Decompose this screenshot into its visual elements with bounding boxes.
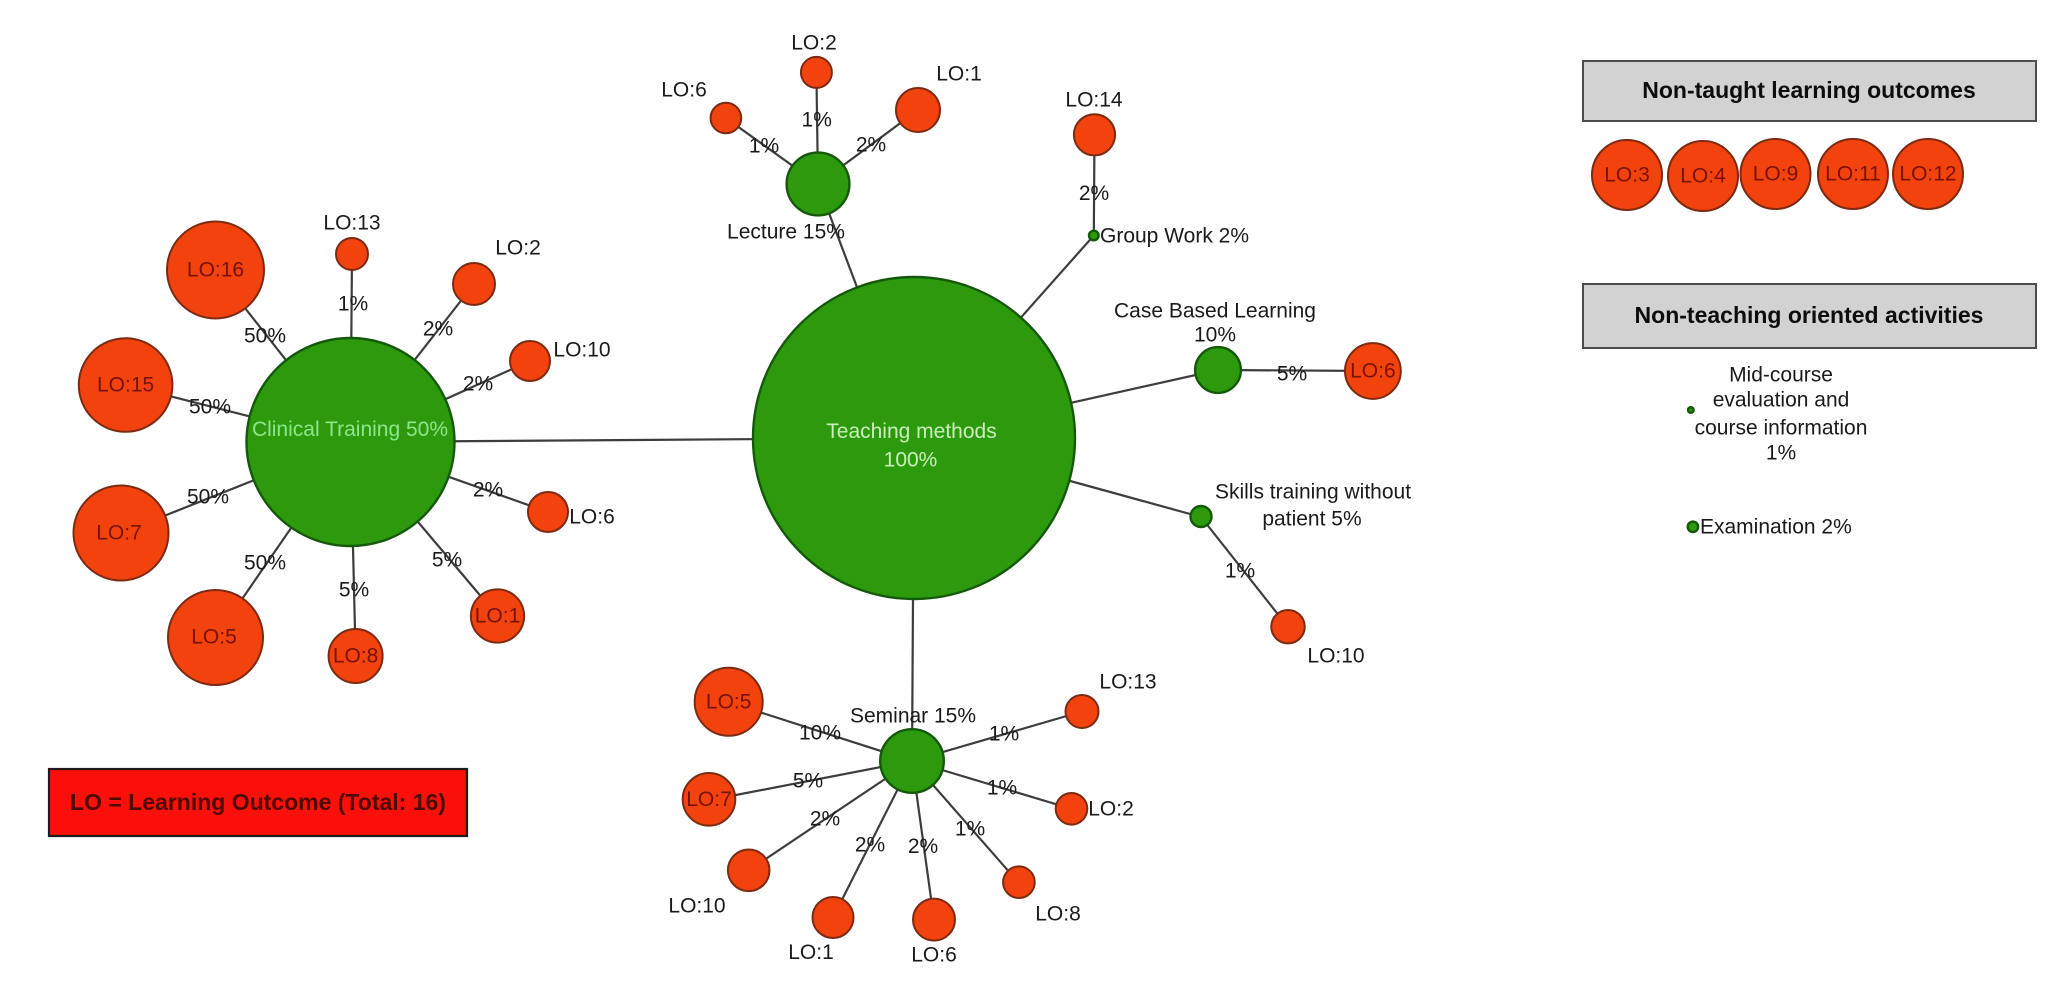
svg-text:LO:6: LO:6 (661, 79, 707, 102)
svg-text:LO:6: LO:6 (569, 506, 615, 529)
svg-text:100%: 100% (884, 449, 938, 472)
svg-text:1%: 1% (989, 723, 1019, 746)
svg-text:Non-teaching oriented activiti: Non-teaching oriented activities (1635, 302, 1984, 328)
svg-text:5%: 5% (432, 549, 462, 572)
svg-text:Non-taught learning outcomes: Non-taught learning outcomes (1642, 77, 1976, 103)
svg-text:LO:5: LO:5 (191, 626, 237, 649)
svg-text:1%: 1% (987, 777, 1017, 800)
svg-text:1%: 1% (1766, 442, 1796, 465)
svg-text:LO:11: LO:11 (1825, 163, 1881, 186)
svg-text:5%: 5% (793, 770, 823, 793)
svg-text:2%: 2% (810, 808, 840, 831)
svg-text:Lecture 15%: Lecture 15% (727, 221, 845, 244)
svg-text:LO:9: LO:9 (1753, 163, 1799, 186)
svg-text:5%: 5% (1277, 363, 1307, 386)
svg-text:1%: 1% (338, 293, 368, 316)
svg-text:50%: 50% (187, 486, 229, 509)
svg-text:Examination 2%: Examination 2% (1700, 516, 1852, 539)
svg-text:patient 5%: patient 5% (1262, 508, 1361, 531)
svg-text:LO:12: LO:12 (1899, 163, 1956, 186)
svg-text:LO:7: LO:7 (686, 788, 732, 811)
svg-text:1%: 1% (955, 818, 985, 841)
svg-text:LO:10: LO:10 (668, 895, 725, 918)
svg-text:LO:10: LO:10 (1307, 645, 1364, 668)
svg-text:LO:3: LO:3 (1604, 164, 1650, 187)
svg-text:LO:13: LO:13 (1099, 671, 1156, 694)
svg-text:LO:2: LO:2 (495, 237, 541, 260)
svg-text:Seminar 15%: Seminar 15% (850, 705, 976, 728)
svg-text:50%: 50% (189, 396, 231, 419)
svg-text:2%: 2% (473, 479, 503, 502)
svg-text:LO:2: LO:2 (1088, 798, 1134, 821)
svg-text:LO:5: LO:5 (706, 690, 752, 713)
svg-text:LO:6: LO:6 (911, 944, 957, 967)
svg-text:LO:8: LO:8 (1035, 903, 1081, 926)
svg-text:course information: course information (1695, 417, 1868, 440)
svg-text:2%: 2% (855, 834, 885, 857)
svg-text:50%: 50% (244, 325, 286, 348)
svg-text:2%: 2% (423, 318, 453, 341)
svg-text:LO:1: LO:1 (936, 63, 982, 86)
svg-text:LO:1: LO:1 (475, 605, 521, 628)
svg-text:10%: 10% (799, 722, 841, 745)
svg-text:1%: 1% (749, 135, 779, 158)
svg-text:LO:10: LO:10 (553, 339, 610, 362)
svg-text:1%: 1% (1225, 560, 1255, 583)
svg-text:10%: 10% (1194, 324, 1236, 347)
svg-text:LO:1: LO:1 (788, 941, 834, 964)
svg-text:LO:2: LO:2 (791, 32, 837, 55)
svg-text:LO:4: LO:4 (1680, 165, 1726, 188)
svg-text:LO:6: LO:6 (1350, 360, 1396, 383)
svg-text:Case Based Learning: Case Based Learning (1114, 300, 1316, 323)
svg-text:2%: 2% (1079, 182, 1109, 205)
svg-text:Mid-course: Mid-course (1729, 364, 1833, 387)
svg-text:Group Work 2%: Group Work 2% (1100, 225, 1249, 248)
svg-text:LO:16: LO:16 (187, 259, 244, 282)
svg-text:LO:15: LO:15 (97, 374, 154, 397)
svg-text:Clinical Training 50%: Clinical Training 50% (252, 418, 448, 441)
svg-text:1%: 1% (802, 109, 832, 132)
svg-text:LO:13: LO:13 (323, 212, 380, 235)
svg-text:2%: 2% (908, 835, 938, 858)
svg-text:LO = Learning Outcome (Total:: LO = Learning Outcome (Total: 16) (70, 789, 446, 815)
svg-text:LO:7: LO:7 (96, 522, 142, 545)
svg-text:2%: 2% (856, 134, 886, 157)
svg-text:Teaching methods: Teaching methods (826, 420, 996, 443)
svg-text:50%: 50% (244, 552, 286, 575)
svg-text:2%: 2% (463, 373, 493, 396)
svg-text:LO:14: LO:14 (1065, 88, 1123, 111)
svg-text:5%: 5% (339, 579, 369, 602)
svg-text:Skills training without: Skills training without (1215, 481, 1411, 504)
svg-text:evaluation and: evaluation and (1713, 389, 1850, 412)
svg-text:LO:8: LO:8 (333, 645, 379, 668)
